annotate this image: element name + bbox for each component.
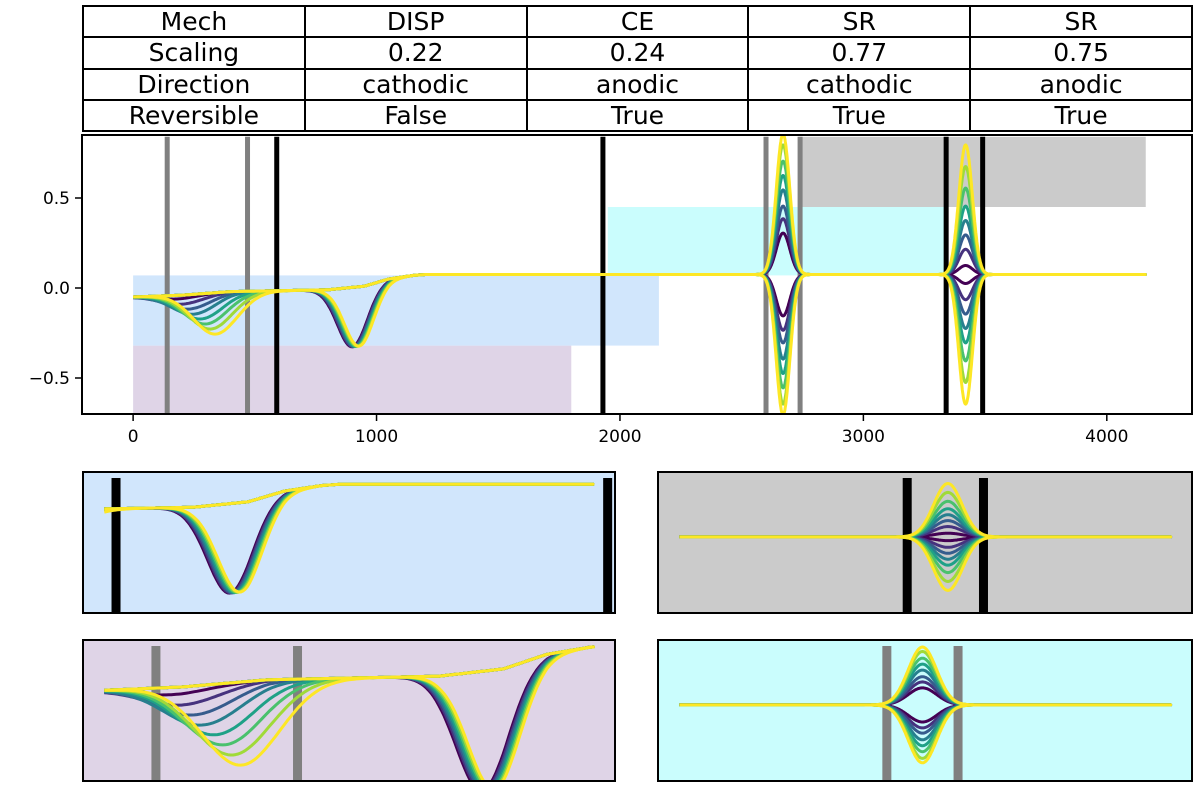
table-cell: SR <box>747 4 972 39</box>
inset-sr-anodic <box>658 640 1192 781</box>
table-cell: anodic <box>525 67 750 101</box>
table-cell: Scaling <box>82 36 306 70</box>
table-cell: True <box>525 98 750 133</box>
inset-disp-series-7 <box>103 482 595 594</box>
inset-sr-anodic-frame <box>657 639 1193 782</box>
inset-sr-cathodic-series-7 <box>679 482 1173 592</box>
table-cell: cathodic <box>303 67 528 101</box>
table-row-mech: Mech DISP CE SR SR <box>82 4 1193 39</box>
x-tick-label-1: 1000 <box>355 427 398 447</box>
table-cell: True <box>747 98 972 133</box>
y-tick-label-0: −0.5 <box>29 369 70 389</box>
inset-disp-background <box>83 472 615 613</box>
table-cell: 0.22 <box>303 36 528 70</box>
main-plot-area <box>133 135 1147 414</box>
y-tick-label-2: 0.5 <box>43 189 70 209</box>
inset-disp <box>83 472 615 613</box>
x-tick-label-0: 0 <box>128 427 139 447</box>
region-rect-0 <box>133 345 572 414</box>
inset-cathodic-shift <box>83 640 615 781</box>
table-cell: Reversible <box>82 98 306 133</box>
table-cell: cathodic <box>747 67 972 101</box>
inset-cathodic-shift-frame <box>82 639 616 782</box>
table-cell: 0.75 <box>969 36 1193 70</box>
inset-cathodic-shift-series-7 <box>104 645 595 781</box>
inset-sr-anodic-series-7 <box>679 645 1173 765</box>
table-cell: anodic <box>969 67 1193 101</box>
table-cell: False <box>303 98 528 133</box>
table-cell: Mech <box>82 4 306 39</box>
inset-sr-cathodic <box>658 472 1192 613</box>
mechanism-parameter-table: Mech DISP CE SR SR Scaling 0.22 0.24 0.7… <box>82 4 1193 133</box>
table-cell: SR <box>969 4 1193 39</box>
table-row-reversible: Reversible False True True True <box>82 98 1193 133</box>
x-tick-label-4: 4000 <box>1085 427 1128 447</box>
table-cell: 0.24 <box>525 36 750 70</box>
table-row-scaling: Scaling 0.22 0.24 0.77 0.75 <box>82 36 1193 70</box>
inset-sr-cathodic-frame <box>657 471 1193 614</box>
inset-disp-frame <box>82 471 616 614</box>
inset-sr-anodic-background <box>658 640 1192 781</box>
table-cell: DISP <box>303 4 528 39</box>
table-cell: CE <box>525 4 750 39</box>
y-tick-label-1: 0.0 <box>43 279 70 299</box>
main-axes-frame <box>81 134 1193 415</box>
main-series-7 <box>133 135 1147 414</box>
table-row-direction: Direction cathodic anodic cathodic anodi… <box>82 67 1193 101</box>
x-tick-label-2: 2000 <box>598 427 641 447</box>
table-cell: Direction <box>82 67 306 101</box>
x-tick-label-3: 3000 <box>842 427 885 447</box>
table-cell: 0.77 <box>747 36 972 70</box>
table-cell: True <box>969 98 1193 133</box>
